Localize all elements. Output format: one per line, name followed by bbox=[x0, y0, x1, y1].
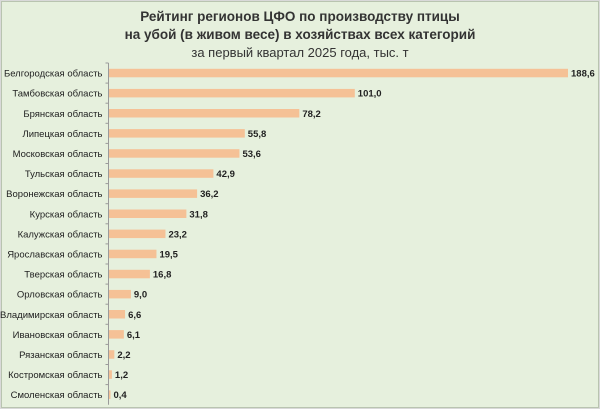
category-label: Тамбовская область bbox=[12, 89, 102, 100]
value-label: 31,8 bbox=[189, 209, 208, 220]
value-label: 188,6 bbox=[571, 69, 595, 80]
bar bbox=[109, 330, 124, 339]
bar bbox=[109, 149, 240, 158]
value-label: 42,9 bbox=[216, 169, 235, 180]
category-label: Рязанская область bbox=[19, 350, 102, 361]
bar bbox=[109, 109, 300, 118]
value-label: 2,2 bbox=[117, 350, 130, 361]
bar bbox=[109, 370, 112, 379]
category-label: Орловская область bbox=[17, 290, 103, 301]
category-label: Липецкая область bbox=[22, 129, 102, 140]
value-label: 23,2 bbox=[168, 229, 187, 240]
bar bbox=[109, 269, 150, 279]
value-label: 0,4 bbox=[114, 390, 128, 401]
category-label: Тульская область bbox=[25, 169, 103, 180]
bar bbox=[109, 310, 126, 319]
bar bbox=[109, 390, 111, 399]
bar bbox=[109, 88, 355, 98]
bar bbox=[109, 68, 568, 78]
category-label: Владимирская область bbox=[0, 310, 103, 321]
chart-subtitle: за первый квартал 2025 года, тыс. т bbox=[191, 45, 409, 60]
value-label: 1,2 bbox=[115, 370, 128, 381]
bar bbox=[109, 169, 214, 178]
value-label: 6,1 bbox=[127, 330, 141, 341]
value-label: 16,8 bbox=[153, 270, 172, 281]
bar bbox=[109, 209, 187, 218]
chart-title-line-1: Рейтинг регионов ЦФО по производству пти… bbox=[140, 9, 460, 24]
bar bbox=[109, 289, 131, 299]
value-label: 36,2 bbox=[200, 189, 219, 200]
chart-title-line-2: на убой (в живом весе) в хозяйствах всех… bbox=[124, 27, 476, 42]
value-label: 19,5 bbox=[159, 249, 178, 260]
value-label: 78,2 bbox=[302, 109, 321, 120]
category-label: Белгородская область bbox=[4, 69, 103, 80]
category-label: Курская область bbox=[30, 209, 103, 220]
category-label: Брянская область bbox=[23, 109, 102, 120]
value-label: 6,6 bbox=[128, 310, 141, 321]
bar bbox=[109, 229, 166, 239]
value-label: 101,0 bbox=[358, 89, 382, 100]
category-label: Ярославская область bbox=[7, 249, 102, 260]
category-label: Костромская область bbox=[8, 370, 102, 381]
category-label: Тверская область bbox=[24, 270, 102, 281]
value-label: 53,6 bbox=[242, 149, 261, 160]
category-label: Ивановская область bbox=[13, 330, 103, 341]
bar bbox=[109, 249, 157, 259]
category-label: Воронежская область bbox=[6, 189, 102, 200]
bar bbox=[109, 350, 115, 359]
value-label: 55,8 bbox=[248, 129, 267, 140]
bar bbox=[109, 189, 198, 198]
bar bbox=[109, 129, 245, 138]
category-label: Московская область bbox=[13, 149, 103, 160]
category-label: Смоленская область bbox=[11, 390, 103, 401]
value-label: 9,0 bbox=[134, 290, 147, 301]
category-label: Калужская область bbox=[18, 229, 103, 240]
